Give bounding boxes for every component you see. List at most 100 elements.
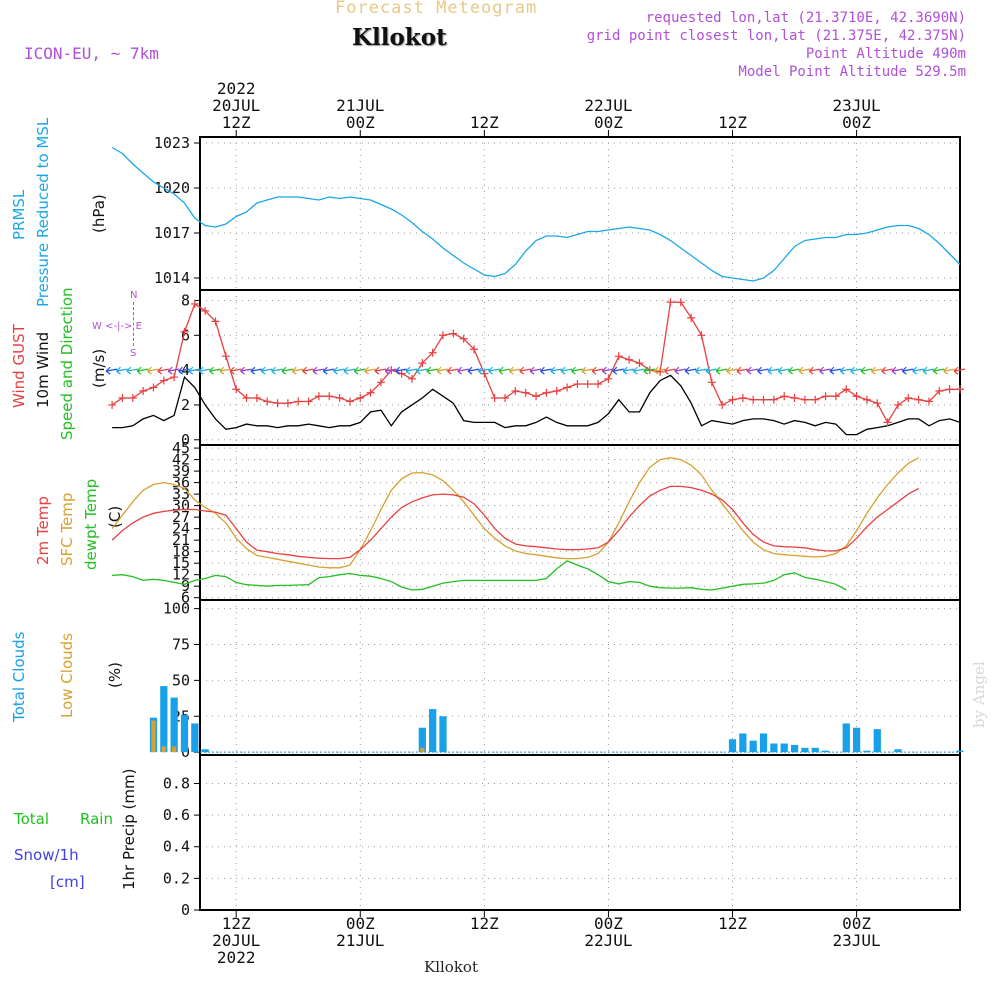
y-tick-label: 6	[181, 589, 190, 607]
gust-point	[170, 373, 179, 382]
gust-point	[263, 397, 272, 406]
wind-arrow-icon	[581, 366, 593, 375]
wind10-line	[112, 374, 961, 436]
wind-arrow-icon	[488, 366, 500, 375]
gust-point	[862, 395, 871, 404]
total-cloud-bar	[728, 739, 737, 753]
location-title: Kllokot	[352, 24, 447, 51]
y-tick-label: 8	[181, 291, 190, 309]
wind-arrow-icon	[157, 366, 169, 375]
gust-point	[738, 393, 747, 402]
gust-point	[935, 387, 944, 396]
total-cloud-bar	[439, 716, 447, 753]
gust-point	[583, 380, 592, 389]
wind-arrow-icon	[808, 366, 821, 375]
gust-point	[780, 392, 789, 401]
gust-point	[625, 355, 634, 364]
gust-point	[924, 397, 933, 406]
total-cloud-bar	[418, 727, 426, 753]
wind-arrow-icon	[891, 366, 904, 375]
top-time-tick-label: 00Z	[842, 113, 871, 132]
pressure-line	[111, 146, 961, 282]
wind-arrow-icon	[374, 366, 387, 375]
compass-we: W <-|-> E	[92, 321, 142, 332]
wind-arrow-icon	[850, 366, 862, 375]
top-time-tick-label: 12Z	[470, 113, 499, 132]
gust-point	[904, 393, 913, 402]
gust-point	[945, 385, 954, 394]
wind-arrow-icon	[777, 366, 790, 375]
wind-arrow-icon	[570, 366, 583, 375]
wind-arrow-icon	[715, 366, 728, 375]
wind-arrow-icon	[302, 366, 314, 375]
gust-point	[552, 387, 561, 396]
wind-arrow-icon	[415, 366, 428, 375]
wind-arrow-icon	[188, 366, 200, 375]
y-tick-label: 0.6	[163, 806, 190, 824]
gust-point	[139, 387, 148, 396]
total-cloud-bar	[160, 686, 168, 753]
gust-point	[563, 383, 572, 392]
top-time-tick-label: 22JUL	[584, 96, 632, 115]
bottom-time-tick-label: 22JUL	[584, 931, 632, 950]
y-tick-label: 0.4	[163, 838, 190, 856]
panel-frame	[199, 754, 961, 911]
gust-point	[511, 387, 520, 396]
wind-arrow-icon	[343, 366, 356, 375]
total-rain-label-a: Total	[14, 810, 50, 828]
gust-point	[883, 418, 892, 427]
y-tick-label: 1014	[154, 269, 190, 287]
total-cloud-bar	[191, 723, 199, 753]
gust-point	[831, 392, 840, 401]
gust-point	[594, 380, 603, 389]
gust-point	[852, 392, 861, 401]
gust-point	[108, 400, 117, 409]
y-tick-label: 6	[181, 326, 190, 344]
wind-arrow-icon	[633, 366, 645, 375]
wind-arrow-icon	[167, 366, 180, 375]
wind-arrow-icon	[312, 366, 325, 375]
wind-arrow-icon	[426, 366, 438, 375]
wind-arrow-icon	[901, 366, 914, 375]
wind-arrow-icon	[219, 366, 231, 375]
total-cloud-bar	[956, 750, 964, 753]
panel-frame	[199, 136, 961, 291]
gust-point	[893, 400, 902, 409]
gust-point	[728, 395, 737, 404]
gust-point	[821, 392, 830, 401]
wind-arrow-icon	[147, 366, 159, 375]
top-time-tick-label: 12Z	[718, 113, 747, 132]
gust-point	[345, 397, 354, 406]
gust-point	[790, 393, 799, 402]
total-cloud-bar	[873, 729, 881, 753]
gust-point	[842, 385, 851, 394]
y-tick-label: 27	[172, 508, 190, 526]
gust-line	[111, 301, 960, 424]
wind-arrow-icon	[229, 366, 242, 375]
wind-arrow-icon	[467, 366, 480, 375]
gust-point	[707, 378, 716, 387]
y-tick-label: 1020	[154, 179, 190, 197]
y-tick-label: 15	[172, 554, 190, 572]
wind-arrow-icon	[870, 366, 883, 375]
wind-arrow-icon	[736, 366, 748, 375]
compass-n: N	[130, 290, 138, 301]
total-cloud-bar	[739, 733, 747, 753]
wind-arrow-icon	[105, 366, 118, 375]
model-altitude: Model Point Altitude 529.5m	[738, 64, 966, 80]
wind-arrow-icon	[746, 366, 759, 375]
y-tick-label: 0.2	[163, 869, 190, 887]
gust-point	[232, 385, 241, 394]
total-cloud-bar	[780, 743, 788, 753]
wind-arrow-icon	[602, 366, 614, 375]
gust-point	[656, 367, 665, 376]
bottom-time-tick-label: 21JUL	[336, 931, 384, 950]
wind-arrow-icon	[260, 366, 273, 375]
wind-arrow-icon	[612, 366, 624, 375]
gust-point	[490, 393, 499, 402]
wind-arrow-icon	[250, 366, 262, 375]
wind-arrow-icon	[116, 366, 128, 375]
y-tick-label: 1017	[154, 224, 190, 242]
top-time-tick-label: 21JUL	[336, 96, 384, 115]
gust-point	[718, 400, 727, 409]
